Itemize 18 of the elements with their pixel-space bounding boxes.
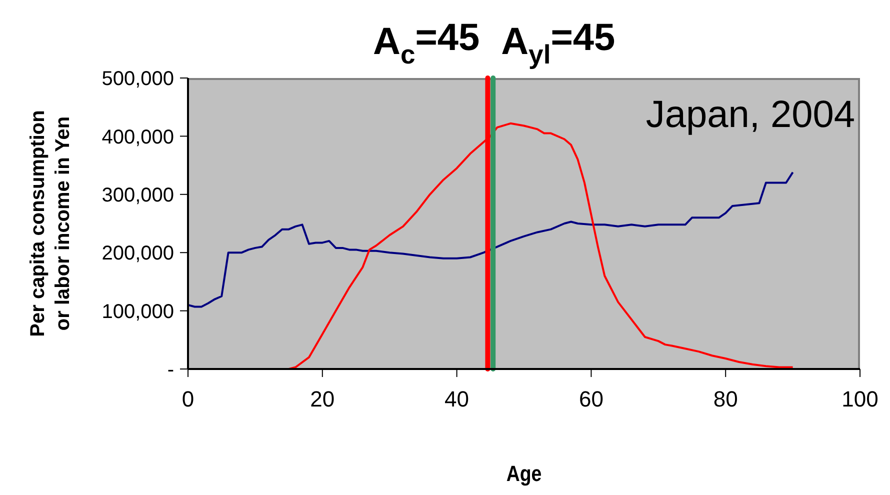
y-tick-label: - — [167, 359, 174, 382]
x-tick-label: 80 — [713, 386, 738, 412]
y-axis-title: Per capita consumption or labor income in Yen — [27, 110, 74, 337]
x-tick-label: 60 — [578, 386, 604, 412]
line-series — [188, 171, 794, 308]
x-tick-label: 0 — [182, 386, 194, 412]
x-tick-label: 20 — [310, 386, 335, 412]
y-tick-label: 500,000 — [102, 68, 174, 90]
y-tick-label: 200,000 — [102, 242, 174, 265]
x-tick-label: 40 — [444, 386, 470, 412]
x-axis-title: Age — [506, 462, 542, 486]
x-tick-label: 100 — [842, 386, 878, 412]
ref-line-label: A$_{c}$=45 — [372, 17, 480, 70]
y-tick-label: 400,000 — [102, 126, 174, 148]
ref-line-label: A$_{yl}$=45 — [501, 17, 616, 70]
y-tick-label: 300,000 — [102, 184, 174, 206]
annotation: Japan, 2004 — [646, 94, 855, 137]
y-tick-label: 100,000 — [102, 300, 174, 323]
